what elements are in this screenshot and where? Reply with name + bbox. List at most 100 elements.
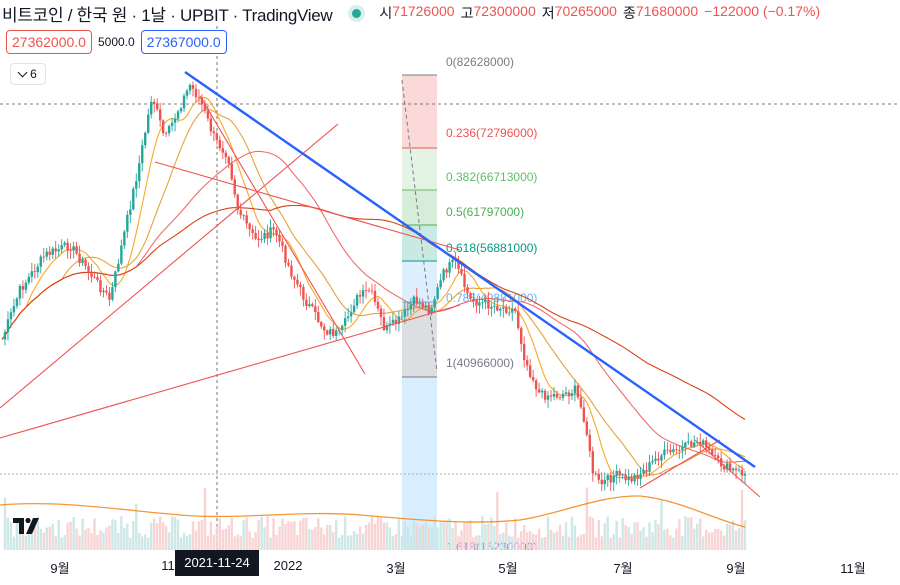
candle-body [135, 181, 138, 189]
candle-body [12, 306, 16, 313]
volume-bar [102, 532, 105, 550]
volume-bar [12, 536, 16, 550]
candle-body [138, 163, 141, 182]
trendlines[interactable] [0, 71, 761, 498]
candle-body [412, 296, 415, 305]
volume-bar [382, 522, 386, 550]
volume-bar [606, 516, 609, 550]
moving-averages [1, 97, 746, 479]
fib-level-label: 0.618(56881000) [446, 241, 537, 255]
ohlc-legend: 시 71726000 고 72300000 저 70265000 종 71680000 … [379, 3, 820, 23]
candle-body [442, 269, 445, 281]
spread-value: 5000.0 [97, 35, 135, 49]
volume-bar [311, 529, 314, 550]
volume-bar [200, 520, 204, 550]
volume-bar [627, 527, 630, 550]
candle-body [36, 266, 40, 273]
volume-bar [448, 518, 451, 550]
moving-average-line [1, 204, 746, 420]
volume-bar [254, 531, 257, 550]
candle-body [329, 329, 332, 335]
candle-body [33, 271, 37, 273]
volume-bar [642, 527, 645, 550]
candle-body [326, 330, 329, 335]
candle-body [669, 449, 672, 453]
volume-bar [81, 518, 84, 550]
candle-body [361, 290, 365, 297]
candle-body [603, 479, 606, 485]
candle-body [293, 276, 296, 280]
volume-bar [349, 535, 353, 550]
volume-bar [684, 516, 687, 550]
candle-body [561, 394, 565, 398]
volume-bar [728, 524, 732, 550]
volume-bar [478, 535, 481, 550]
candle-body [666, 449, 669, 451]
volume-bar [278, 526, 281, 550]
sell-price-button[interactable]: 27362000.0 [6, 30, 92, 54]
volume-bar [517, 537, 520, 550]
volume-bar [603, 523, 606, 550]
volume-bar [60, 537, 63, 550]
volume-bar [33, 526, 37, 550]
candle-body [475, 301, 478, 306]
indicators-toggle-button[interactable]: 6 [10, 63, 46, 85]
volume-bar [287, 520, 290, 550]
candle-body [385, 325, 389, 331]
volume-bar [332, 532, 335, 550]
candle-body [463, 273, 466, 288]
fib-retracement[interactable] [401, 74, 438, 550]
candle-body [197, 97, 201, 99]
volume-bar [490, 517, 493, 550]
fib-level-label: 1(40966000) [446, 356, 514, 370]
candle-body [90, 271, 93, 277]
time-axis[interactable]: 9월 11 2022 3월 5월 7월 9월 11월 2021-11-24 [0, 550, 900, 585]
candle-body [245, 215, 248, 224]
volume-bar [564, 522, 568, 550]
candle-body [126, 214, 129, 232]
volume-bar [666, 528, 669, 550]
candle-body [284, 245, 287, 263]
candle-body [573, 385, 577, 394]
candle-body [379, 308, 383, 318]
volume-bar [87, 527, 90, 550]
candle-body [194, 88, 198, 98]
volume-bar [105, 527, 108, 550]
volume-bar [693, 528, 696, 550]
volume-bar [48, 526, 51, 550]
volume-bar [705, 529, 708, 550]
tradingview-logo-icon[interactable] [12, 515, 42, 537]
time-label: 9월 [50, 561, 70, 576]
buy-price-button[interactable]: 27367000.0 [140, 30, 227, 54]
candle-body [108, 292, 111, 300]
candle-body [99, 280, 102, 293]
candle-body [105, 290, 108, 293]
candle-body [693, 442, 696, 447]
candle-body [424, 305, 427, 308]
volume-bar [135, 503, 138, 550]
volume-bar [39, 528, 42, 550]
volume-bar [496, 491, 499, 550]
candle-body [230, 163, 233, 180]
volume-bar [323, 534, 326, 550]
volume-bar [612, 534, 615, 550]
symbol-title[interactable]: 비트코인 / 한국 원 · 1날 · UPBIT · TradingView [2, 5, 333, 25]
market-open-status-icon [348, 4, 366, 22]
volume-bar [555, 531, 559, 550]
volume-bar [233, 536, 236, 550]
candle-body [373, 290, 377, 302]
candle-body [702, 440, 705, 445]
candle-body [170, 122, 174, 127]
candle-body [233, 179, 236, 195]
volume-bar [275, 534, 278, 550]
volume-bar [212, 534, 216, 550]
candle-body [534, 380, 538, 390]
low-label: 저 [541, 5, 555, 21]
volume-bar [326, 524, 329, 550]
volume-bar [149, 522, 153, 550]
volume-bar [376, 516, 380, 550]
candle-body [430, 307, 433, 314]
candle-body [687, 441, 690, 443]
volume-bar [78, 535, 81, 550]
